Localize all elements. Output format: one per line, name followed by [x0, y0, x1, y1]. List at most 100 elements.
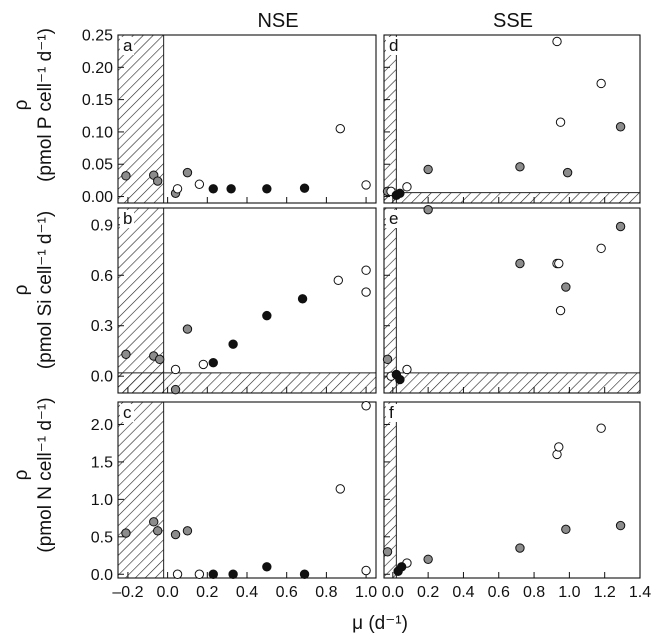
y-label-rho-p: ρ	[11, 99, 32, 110]
data-point	[299, 569, 310, 579]
x-tick-label: 0.2	[417, 584, 439, 601]
data-point	[182, 167, 193, 178]
panel-label: e	[389, 209, 398, 228]
panel-label-bg	[120, 404, 134, 422]
data-point	[552, 36, 562, 47]
data-point	[149, 517, 159, 527]
data-point	[402, 182, 412, 192]
data-point	[555, 117, 566, 127]
data-point	[262, 184, 272, 194]
data-point	[208, 569, 218, 579]
data-point	[596, 78, 606, 89]
panel-label: b	[123, 209, 132, 228]
y-tick-label: 0.05	[82, 157, 113, 174]
y-tick-label: 0.3	[91, 318, 113, 335]
data-point	[423, 204, 433, 215]
panel-frame	[383, 207, 641, 394]
y-label-row-3: ρ (pmol N cell⁻¹ d⁻¹)	[11, 397, 56, 552]
data-point	[615, 122, 626, 132]
data-point	[515, 543, 525, 553]
data-point	[228, 569, 238, 579]
hatch-region-horizontal	[384, 372, 640, 393]
data-point	[554, 442, 564, 452]
data-point	[515, 258, 525, 269]
data-point	[152, 176, 163, 186]
x-tick-label: 1.0	[558, 584, 580, 601]
y-tick-label: 0.9	[91, 217, 113, 234]
x-tick-label: 1.2	[594, 584, 616, 601]
data-point	[262, 562, 272, 572]
data-point	[194, 569, 205, 579]
x-tick-label: –0.2	[112, 584, 143, 601]
data-point	[170, 384, 181, 395]
data-point	[382, 547, 393, 557]
x-axis-label: μ (d⁻¹)	[352, 613, 408, 634]
y-label-rho-si: ρ	[11, 284, 32, 295]
panel-a: 0.00 0.05 0.10 0.15 0.20 0.25 a	[82, 28, 377, 206]
y-tick-label: 0.20	[82, 60, 113, 77]
column-title-nse: NSE	[257, 10, 298, 32]
y-label-row-2: ρ (pmol Si cell⁻¹ d⁻¹)	[11, 211, 56, 369]
column-title-sse: SSE	[493, 10, 533, 32]
y-tick-label: 0.0	[91, 567, 113, 584]
y-tick-label: 1.5	[91, 454, 113, 471]
y-label-rho-n: ρ	[11, 469, 32, 480]
data-point	[172, 184, 183, 194]
data-point	[561, 282, 571, 292]
data-point	[198, 359, 209, 370]
data-point	[208, 184, 218, 194]
data-point	[121, 349, 131, 360]
panel-c: 0.00.51.01.52.0–0.2 0.0 0.2 0.4 0.6 0.8 1.0c	[91, 401, 377, 601]
y-label-row-1: ρ (pmol P cell⁻¹ d⁻¹)	[11, 28, 56, 182]
panel-b: 0.0 0.3 0.6 0.9 b	[91, 207, 377, 395]
panel-f: 0.0 0.2 0.4 0.6 0.8 1.0 1.2 1.4 f	[382, 401, 651, 601]
data-point	[208, 358, 218, 368]
panel-label-bg	[386, 210, 400, 228]
data-point	[182, 526, 193, 536]
panel-d: d	[382, 34, 641, 204]
y-tick-label: 0.15	[82, 92, 113, 109]
panels: 0.00 0.05 0.10 0.15 0.20 0.25 a d 0.0 0.3 0.6 0.9 b e…	[82, 28, 651, 602]
data-point	[152, 526, 163, 536]
data-point	[262, 310, 272, 321]
panel-label-bg	[120, 210, 134, 228]
hatch-region-vertical	[118, 208, 164, 393]
data-point	[596, 243, 606, 254]
hatch-region-vertical	[118, 402, 164, 578]
data-point	[395, 188, 405, 199]
y-tick-label: 0.6	[91, 268, 113, 285]
y-label-unit-si: (pmol Si cell⁻¹ d⁻¹)	[35, 211, 56, 369]
panel-e: e	[382, 204, 641, 394]
y-tick-label: 0.25	[82, 28, 113, 45]
data-point	[335, 484, 345, 494]
data-point	[170, 364, 181, 375]
panel-label-bg	[386, 404, 400, 422]
data-point	[333, 275, 343, 286]
x-tick-label: 0.8	[315, 584, 337, 601]
y-tick-label: 0.10	[82, 124, 113, 141]
hatch-region-horizontal	[384, 192, 640, 203]
panel-label-bg	[120, 37, 134, 55]
data-point	[170, 529, 181, 540]
hatch-region-vertical	[384, 35, 397, 203]
data-point	[562, 167, 573, 178]
data-point	[554, 258, 564, 269]
panel-frame	[383, 34, 641, 204]
data-point	[395, 374, 405, 385]
x-tick-label: 0.8	[523, 584, 545, 601]
data-point	[555, 305, 566, 316]
x-tick-label: 1.0	[355, 584, 377, 601]
x-tick-label: 0.0	[156, 584, 178, 601]
y-tick-label: 2.0	[91, 417, 113, 434]
data-point	[335, 123, 345, 134]
y-tick-label: 0.5	[91, 529, 113, 546]
hatch-region-vertical	[384, 402, 397, 578]
data-point	[194, 179, 205, 189]
y-tick-label: 0.0	[91, 369, 113, 386]
data-point	[182, 324, 193, 334]
data-point	[226, 184, 236, 194]
x-tick-label: 0.0	[382, 584, 404, 601]
data-point	[402, 364, 412, 375]
data-point	[361, 265, 371, 275]
